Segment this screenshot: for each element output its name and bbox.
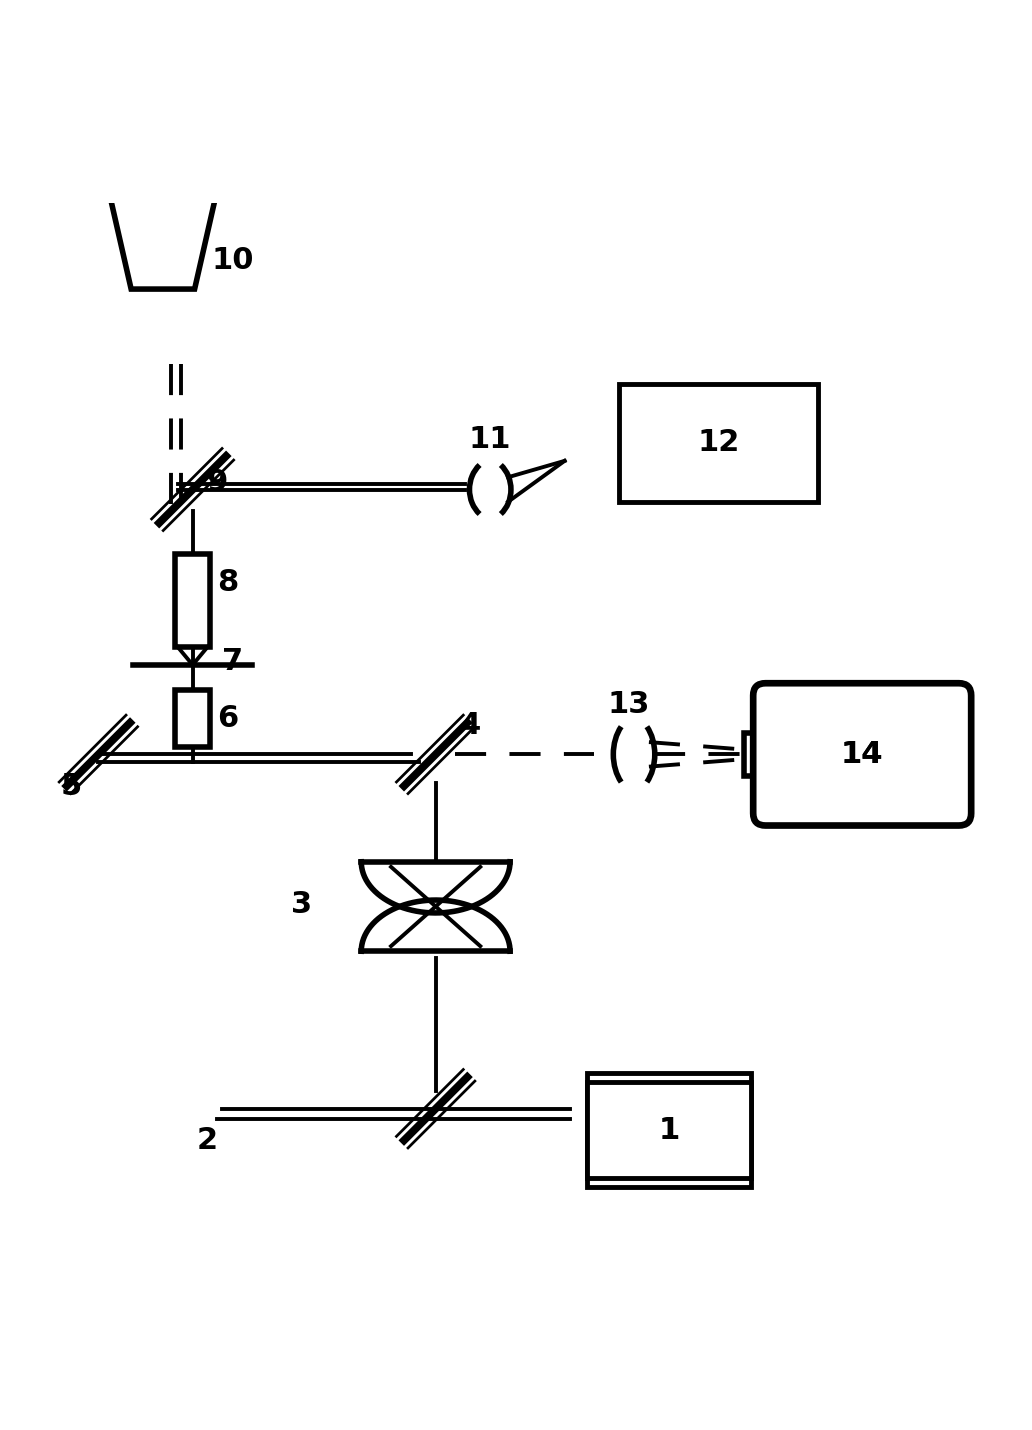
FancyBboxPatch shape [753, 684, 971, 825]
Text: 13: 13 [608, 689, 650, 719]
Text: 5: 5 [61, 772, 83, 801]
Text: 1: 1 [658, 1115, 679, 1144]
Text: 3: 3 [291, 891, 313, 919]
Text: 14: 14 [841, 739, 883, 769]
Text: 2: 2 [197, 1127, 218, 1155]
Text: 12: 12 [698, 429, 740, 458]
Text: 14: 14 [841, 739, 883, 769]
Text: 7: 7 [222, 646, 243, 676]
FancyBboxPatch shape [587, 1072, 750, 1187]
Text: 1: 1 [658, 1115, 679, 1144]
Text: 10: 10 [212, 246, 254, 275]
FancyBboxPatch shape [619, 385, 817, 502]
FancyBboxPatch shape [175, 689, 209, 748]
Text: 6: 6 [217, 704, 238, 734]
Polygon shape [108, 189, 218, 289]
Text: 11: 11 [469, 425, 512, 453]
FancyBboxPatch shape [744, 734, 766, 776]
Text: 8: 8 [217, 568, 238, 598]
Text: 9: 9 [206, 468, 228, 496]
Text: 4: 4 [459, 711, 481, 741]
FancyBboxPatch shape [587, 1083, 750, 1178]
FancyBboxPatch shape [175, 553, 209, 646]
